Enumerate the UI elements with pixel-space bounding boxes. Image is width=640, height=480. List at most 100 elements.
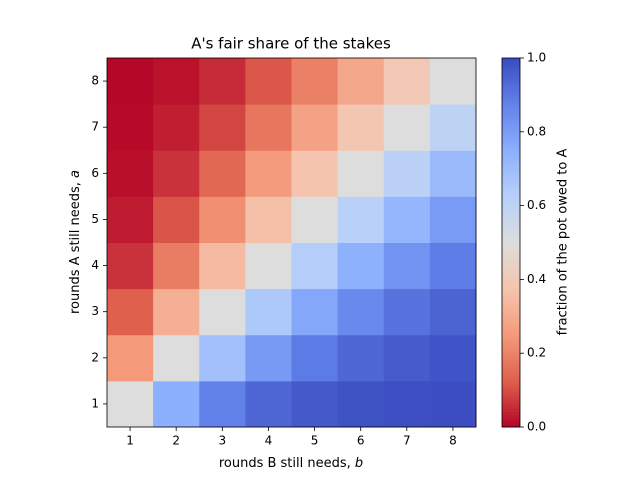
colorbar-segment: [502, 150, 520, 154]
colorbar-segment: [502, 340, 520, 345]
heat-cell: [383, 288, 431, 336]
colorbar-segment: [502, 411, 520, 416]
colorbar-segment: [502, 248, 520, 253]
colorbar-segment: [502, 141, 520, 145]
heat-cell: [199, 58, 246, 105]
colorbar-segment: [502, 125, 520, 130]
colorbar-segment: [502, 64, 520, 68]
heat-cell: [291, 196, 339, 243]
colorbar-segment: [502, 168, 520, 173]
heat-cell: [291, 150, 339, 197]
colorbar-segment: [502, 393, 520, 397]
colorbar-segment: [502, 282, 520, 287]
heat-cell: [153, 58, 200, 105]
colorbar-segment: [502, 423, 520, 428]
colorbar-tick-label: 0.8: [527, 124, 546, 138]
colorbar-segment: [502, 350, 520, 354]
colorbar-segment: [502, 177, 520, 182]
colorbar-segment: [502, 383, 520, 388]
heat-cell: [199, 380, 246, 428]
colorbar-segment: [502, 242, 520, 247]
colorbar-segment: [502, 328, 520, 333]
x-tick-label: 5: [311, 434, 319, 448]
colorbar-segment: [502, 254, 520, 259]
heat-cell: [291, 58, 339, 105]
colorbar-tick-label: 0.2: [527, 346, 546, 360]
heat-cell: [245, 104, 292, 151]
heat-cell: [107, 104, 154, 151]
colorbar-segment: [502, 368, 520, 373]
colorbar-segment: [502, 181, 520, 185]
colorbar-segment: [502, 101, 520, 105]
heat-cell: [383, 150, 431, 197]
y-tick-label: 7: [91, 120, 99, 134]
colorbar-segment: [502, 239, 520, 243]
heat-cell: [245, 288, 292, 336]
heat-cell: [429, 288, 477, 336]
heat-cell: [107, 380, 154, 428]
heat-cell: [429, 196, 477, 243]
x-tick-label: 4: [265, 434, 273, 448]
heat-cell: [337, 104, 385, 151]
colorbar-segment: [502, 331, 520, 336]
colorbar-segment: [502, 82, 520, 87]
y-tick-label: 8: [91, 74, 99, 88]
colorbar-segment: [502, 199, 520, 204]
heat-cell: [383, 104, 431, 151]
colorbar-segment: [502, 227, 520, 231]
colorbar-segment: [502, 73, 520, 77]
heat-cell: [429, 150, 477, 197]
x-tick-label: 2: [172, 434, 180, 448]
heat-cell: [107, 196, 154, 243]
heat-cell: [199, 334, 246, 382]
colorbar-segment: [502, 380, 520, 385]
heat-cell: [429, 104, 477, 151]
heat-cell: [291, 104, 339, 151]
colorbar-segment: [502, 377, 520, 382]
heat-cell: [199, 288, 246, 336]
colorbar-segment: [502, 319, 520, 323]
colorbar-segment: [502, 294, 520, 299]
colorbar-segment: [502, 291, 520, 296]
heat-cell: [107, 334, 154, 382]
colorbar-segment: [502, 408, 520, 413]
colorbar-segment: [502, 325, 520, 330]
heat-cell: [337, 196, 385, 243]
colorbar-segment: [502, 362, 520, 366]
heat-cell: [429, 242, 477, 290]
heat-cell: [337, 380, 385, 428]
heat-cell: [153, 242, 200, 290]
heat-cell: [383, 380, 431, 428]
heat-cell: [383, 242, 431, 290]
colorbar-segment: [502, 273, 520, 277]
heat-cell: [337, 288, 385, 336]
heat-cell: [291, 334, 339, 382]
heat-cell: [153, 104, 200, 151]
colorbar-segment: [502, 387, 520, 391]
colorbar-segment: [502, 202, 520, 207]
heat-cell: [337, 334, 385, 382]
colorbar-segment: [502, 236, 520, 240]
colorbar-segment: [502, 61, 520, 65]
heat-cell: [153, 150, 200, 197]
chart-title: A's fair share of the stakes: [191, 35, 391, 53]
x-tick-label: 3: [218, 434, 226, 448]
colorbar-segment: [502, 76, 520, 81]
colorbar-segment: [502, 128, 520, 133]
colorbar-segment: [502, 251, 520, 256]
colorbar-segment: [502, 399, 520, 403]
colorbar-segment: [502, 371, 520, 376]
colorbar-segment: [502, 91, 520, 96]
colorbar-tick-label: 0.4: [527, 272, 546, 286]
colorbar-segment: [502, 264, 520, 268]
colorbar-segment: [502, 187, 520, 191]
colorbar-segment: [502, 279, 520, 283]
heat-cell: [199, 196, 246, 243]
colorbar-segment: [502, 214, 520, 219]
heat-cell: [199, 104, 246, 151]
colorbar-segment: [502, 119, 520, 124]
colorbar-segment: [502, 310, 520, 314]
colorbar-segment: [502, 165, 520, 170]
colorbar-segment: [502, 417, 520, 422]
colorbar-segment: [502, 134, 520, 139]
